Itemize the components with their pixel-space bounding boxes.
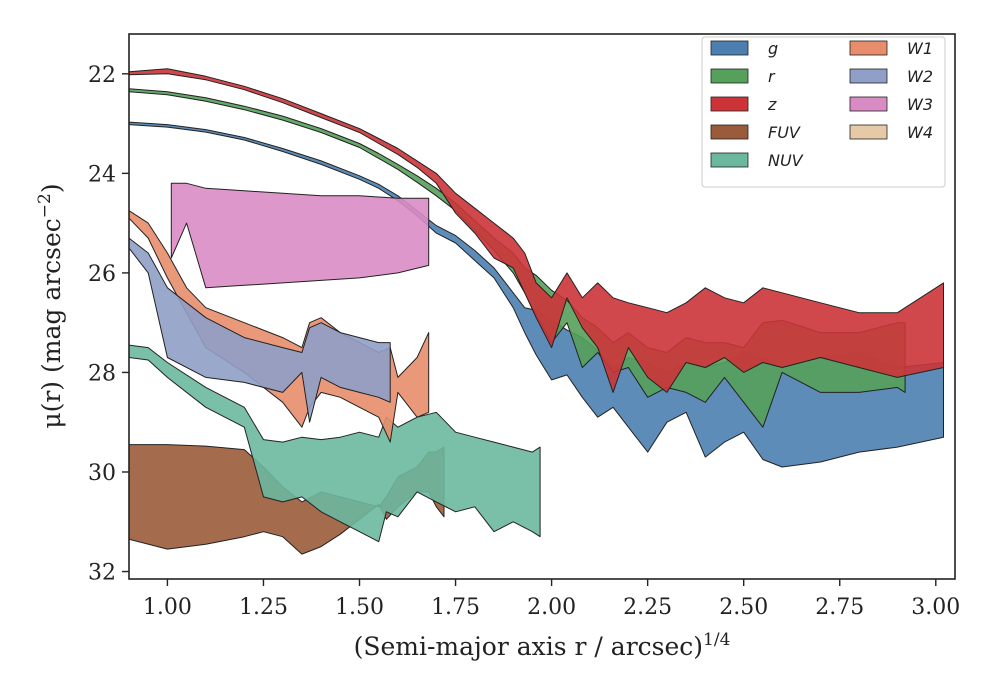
legend-label-g: g [768,39,778,58]
band-z [129,68,944,393]
x-tick-label: 2.75 [815,595,864,620]
y-tick-label: 32 [88,561,116,586]
bands-layer [129,68,944,555]
legend: grz FUV NUV W1 W2 W3 W4 [701,36,946,188]
y-axis: 22 24 26 28 30 32 [88,63,129,586]
legend-label-w2: W2 [907,67,933,86]
y-tick-label: 22 [88,63,116,88]
y-axis-label: μ(r) (mag arcsec−2) [35,183,66,428]
legend-swatch-r [710,68,749,84]
x-axis-label: (Semi-major axis r / arcsec)1/4 [354,630,731,661]
x-tick-label: 1.25 [239,595,288,620]
y-axis-label-text: μ(r) (mag arcsec [37,218,66,428]
legend-swatch-w4 [849,124,888,140]
y-axis-label-exponent: −2 [35,193,55,218]
x-tick-label: 2.50 [719,595,768,620]
x-tick-label: 2.25 [623,595,672,620]
x-axis-label-text: (Semi-major axis r / arcsec) [354,632,703,661]
band-w3 [170,182,430,289]
legend-swatch-z [710,96,749,112]
band-w2 [129,237,391,423]
x-tick-label: 2.00 [527,595,576,620]
plot-frame [128,33,956,580]
legend-label-z: z [767,95,777,114]
legend-label-w3: W3 [907,95,933,114]
y-tick-label: 28 [88,361,116,386]
legend-swatch-w1 [849,40,888,56]
legend-swatch-w2 [849,68,888,84]
x-tick-label: 1.00 [143,595,192,620]
legend-swatch-w3 [849,96,888,112]
legend-label-nuv: NUV [768,151,804,170]
legend-label-w4: W4 [907,123,933,142]
y-tick-label: 30 [88,461,116,486]
x-axis-label-exponent: 1/4 [703,630,730,650]
x-axis: 1.00 1.25 1.50 1.75 2.00 2.25 2.50 2.75 3.00 [143,579,960,620]
x-tick-label: 1.75 [431,595,480,620]
legend-label-w1: W1 [907,39,933,58]
legend-swatch-nuv [710,152,749,168]
y-tick-label: 24 [88,162,116,187]
legend-label-r: r [768,67,776,86]
y-tick-label: 26 [88,262,116,287]
legend-label-fuv: FUV [768,123,801,142]
legend-swatch-fuv [710,124,749,140]
y-axis-label-close: ) [37,183,66,193]
legend-swatch-g [710,40,749,56]
band-nuv [129,344,541,543]
x-tick-label: 1.50 [335,595,384,620]
x-tick-label: 3.00 [911,595,960,620]
